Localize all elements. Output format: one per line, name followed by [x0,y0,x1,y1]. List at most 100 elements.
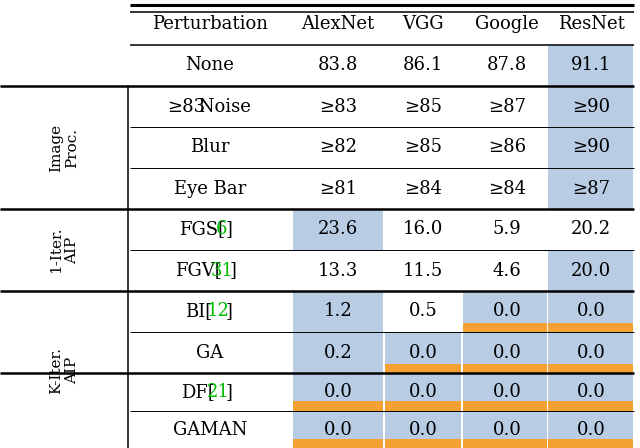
Text: Eye Bar: Eye Bar [174,180,246,198]
Text: ResNet: ResNet [557,15,625,33]
Text: ≥84: ≥84 [404,180,442,198]
Text: 13.3: 13.3 [318,262,358,280]
FancyBboxPatch shape [293,291,383,332]
FancyBboxPatch shape [463,332,547,373]
Text: K-Iter.
AIP: K-Iter. AIP [49,346,79,393]
Text: 0.0: 0.0 [324,421,353,439]
Text: 0.0: 0.0 [493,421,522,439]
Text: GAMAN: GAMAN [173,421,247,439]
Text: 0.0: 0.0 [493,344,522,362]
Text: ≥86: ≥86 [488,138,526,156]
Text: 0.0: 0.0 [408,421,437,439]
FancyBboxPatch shape [293,411,383,448]
Text: AlexNet: AlexNet [301,15,374,33]
FancyBboxPatch shape [293,209,383,250]
FancyBboxPatch shape [463,291,547,332]
Text: Google: Google [475,15,539,33]
Text: 0.0: 0.0 [324,383,353,401]
Text: Noise: Noise [193,98,251,116]
Text: FGV[: FGV[ [175,262,221,280]
FancyBboxPatch shape [548,291,633,332]
Text: 0.5: 0.5 [408,302,437,320]
FancyBboxPatch shape [293,401,383,411]
Text: Image
Proc.: Image Proc. [49,124,79,172]
FancyBboxPatch shape [548,364,633,373]
Text: 86.1: 86.1 [403,56,443,74]
Text: 11.5: 11.5 [403,262,443,280]
Text: ]: ] [226,302,233,320]
Text: ≥90: ≥90 [572,138,610,156]
Text: ≥87: ≥87 [488,98,526,116]
Text: ]: ] [230,262,237,280]
Text: None: None [186,56,234,74]
FancyBboxPatch shape [548,45,633,86]
FancyBboxPatch shape [293,439,383,448]
Text: ≥84: ≥84 [488,180,526,198]
Text: ≥87: ≥87 [572,180,610,198]
Text: VGG: VGG [403,15,444,33]
Text: 31: 31 [210,262,233,280]
Text: ≥83: ≥83 [319,98,357,116]
Text: 0.0: 0.0 [577,344,605,362]
FancyBboxPatch shape [548,323,633,332]
Text: Perturbation: Perturbation [152,15,268,33]
FancyBboxPatch shape [385,373,461,411]
Text: 0.0: 0.0 [493,302,522,320]
Text: 83.8: 83.8 [318,56,358,74]
FancyBboxPatch shape [385,411,461,448]
Text: 0.0: 0.0 [577,302,605,320]
FancyBboxPatch shape [463,323,547,332]
Text: ≥85: ≥85 [404,98,442,116]
FancyBboxPatch shape [293,332,383,373]
Text: FGS[: FGS[ [179,220,225,238]
FancyBboxPatch shape [548,401,633,411]
Text: 6: 6 [216,220,227,238]
Text: 0.0: 0.0 [408,344,437,362]
FancyBboxPatch shape [385,364,461,373]
Text: 20.2: 20.2 [571,220,611,238]
FancyBboxPatch shape [293,373,383,411]
Text: 0.0: 0.0 [493,383,522,401]
Text: 0.2: 0.2 [324,344,353,362]
Text: ]: ] [226,220,233,238]
FancyBboxPatch shape [548,411,633,448]
FancyBboxPatch shape [463,439,547,448]
Text: 0.0: 0.0 [408,383,437,401]
Text: ≥81: ≥81 [319,180,357,198]
Text: 0.0: 0.0 [577,383,605,401]
FancyBboxPatch shape [463,364,547,373]
Text: 4.6: 4.6 [493,262,522,280]
Text: 1-Iter.
AIP: 1-Iter. AIP [49,227,79,273]
Text: 87.8: 87.8 [487,56,527,74]
FancyBboxPatch shape [548,439,633,448]
FancyBboxPatch shape [385,401,461,411]
FancyBboxPatch shape [548,168,633,209]
FancyBboxPatch shape [463,411,547,448]
Text: 1.2: 1.2 [324,302,353,320]
Text: ≥82: ≥82 [319,138,357,156]
Text: Blur: Blur [190,138,230,156]
FancyBboxPatch shape [548,86,633,127]
FancyBboxPatch shape [548,332,633,373]
Text: BI[: BI[ [185,302,212,320]
Text: ]: ] [226,383,233,401]
FancyBboxPatch shape [463,373,547,411]
Text: 16.0: 16.0 [403,220,443,238]
Text: 12: 12 [206,302,229,320]
Text: 20.0: 20.0 [571,262,611,280]
Text: 23.6: 23.6 [318,220,358,238]
Text: DF[: DF[ [181,383,215,401]
FancyBboxPatch shape [463,401,547,411]
FancyBboxPatch shape [548,250,633,291]
FancyBboxPatch shape [385,332,461,373]
FancyBboxPatch shape [385,439,461,448]
FancyBboxPatch shape [548,373,633,411]
Text: 0.0: 0.0 [577,421,605,439]
Text: GA: GA [196,344,223,362]
Text: 91.1: 91.1 [571,56,611,74]
Text: 5.9: 5.9 [493,220,522,238]
Text: ≥83: ≥83 [168,98,205,116]
Text: ≥85: ≥85 [404,138,442,156]
FancyBboxPatch shape [548,127,633,168]
Text: ≥90: ≥90 [572,98,610,116]
